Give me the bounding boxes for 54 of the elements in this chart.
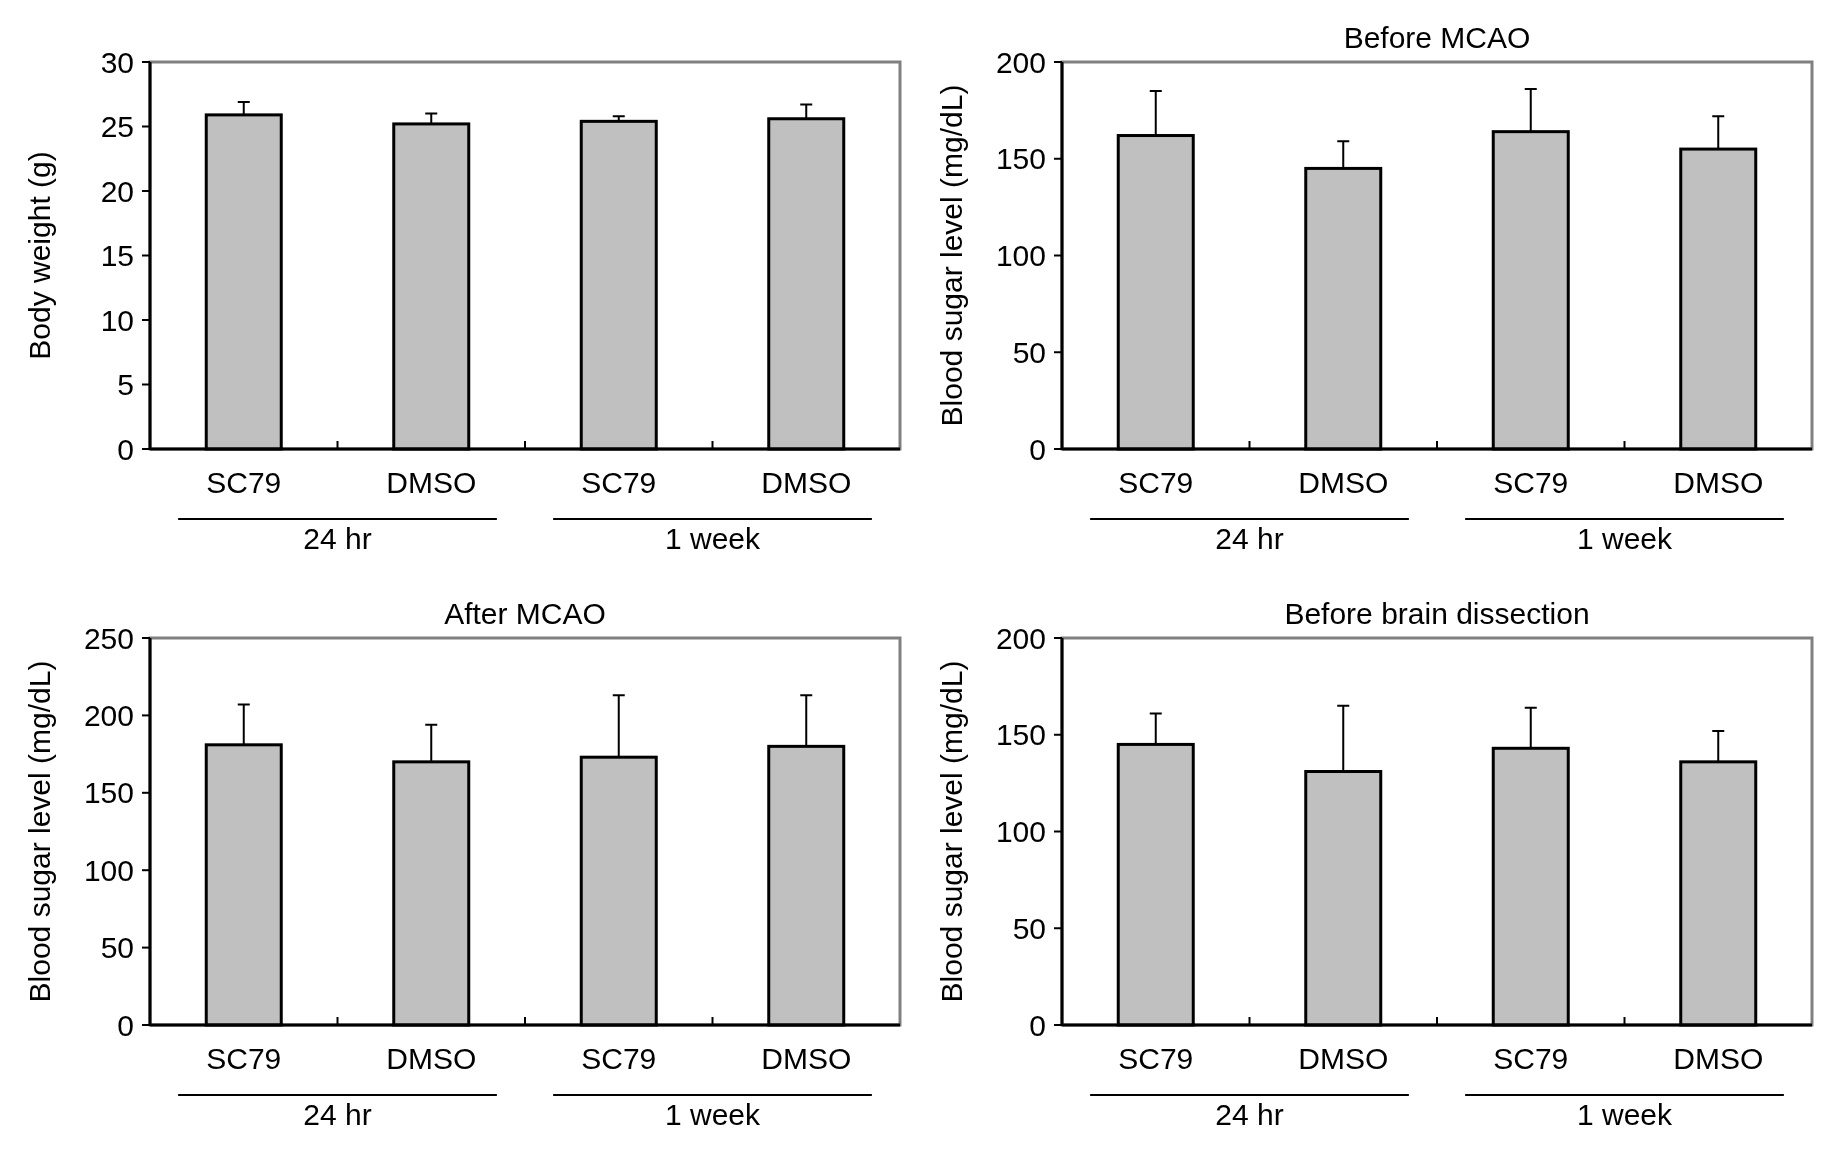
x-tick-label: SC79 <box>581 1042 657 1075</box>
x-tick-label: SC79 <box>1118 1042 1194 1075</box>
y-tick-label: 100 <box>995 239 1046 272</box>
x-tick-label: DMSO <box>761 1042 852 1075</box>
y-axis-title: Body weight (g) <box>23 151 56 360</box>
x-tick-label: DMSO <box>386 1042 477 1075</box>
y-axis-title: Blood sugar level (mg/dL) <box>935 84 968 427</box>
y-tick-label: 20 <box>100 174 134 208</box>
chart-title: Before brain dissection <box>1284 597 1590 630</box>
y-tick-label: 150 <box>995 142 1046 176</box>
x-tick-label: SC79 <box>1118 466 1194 499</box>
y-tick-label: 25 <box>100 110 134 143</box>
x-tick-label: DMSO <box>1673 466 1764 499</box>
y-tick-label: 15 <box>100 239 134 272</box>
text: 1 week <box>664 522 762 555</box>
y-tick-label: 150 <box>995 718 1046 752</box>
x-tick-label: SC79 <box>1493 466 1569 499</box>
chart-title: After MCAO <box>444 597 606 630</box>
y-tick-label: 200 <box>995 621 1046 655</box>
y-tick-label: 30 <box>100 45 134 79</box>
text: 24 hr <box>303 1098 372 1131</box>
x-tick-label: DMSO <box>1298 466 1389 499</box>
y-tick-label: 5 <box>117 368 134 401</box>
text: 24 hr <box>1215 522 1284 555</box>
x-tick-label: SC79 <box>1493 1042 1569 1075</box>
y-tick-label: 200 <box>83 698 134 732</box>
text: 1 week <box>664 1098 762 1131</box>
chart-title: Before MCAO <box>1343 21 1531 54</box>
text: 1 week <box>1576 1098 1674 1131</box>
y-tick-label: 0 <box>117 432 134 466</box>
y-tick-label: 250 <box>83 621 134 655</box>
y-tick-label: 150 <box>83 776 134 810</box>
text: 24 hr <box>1215 1098 1284 1131</box>
x-tick-label: SC79 <box>206 1042 282 1075</box>
x-tick-label: DMSO <box>1298 1042 1389 1075</box>
y-tick-label: 50 <box>100 931 134 965</box>
y-tick-label: 50 <box>1012 335 1046 369</box>
x-tick-label: SC79 <box>206 466 282 499</box>
y-tick-label: 50 <box>1012 911 1046 945</box>
text: 24 hr <box>303 522 372 555</box>
x-tick-label: DMSO <box>761 466 852 499</box>
y-axis-title: Blood sugar level (mg/dL) <box>935 660 968 1003</box>
y-tick-label: 0 <box>117 1008 134 1042</box>
y-tick-label: 0 <box>1029 1008 1046 1042</box>
x-tick-label: SC79 <box>581 466 657 499</box>
y-tick-label: 10 <box>100 303 134 337</box>
x-tick-label: DMSO <box>386 466 477 499</box>
y-tick-label: 200 <box>995 45 1046 79</box>
y-tick-label: 0 <box>1029 432 1046 466</box>
y-axis-title: Blood sugar level (mg/dL) <box>23 660 56 1003</box>
x-tick-label: DMSO <box>1673 1042 1764 1075</box>
text: 1 week <box>1576 522 1674 555</box>
y-tick-label: 100 <box>83 853 134 887</box>
y-tick-label: 100 <box>995 815 1046 848</box>
